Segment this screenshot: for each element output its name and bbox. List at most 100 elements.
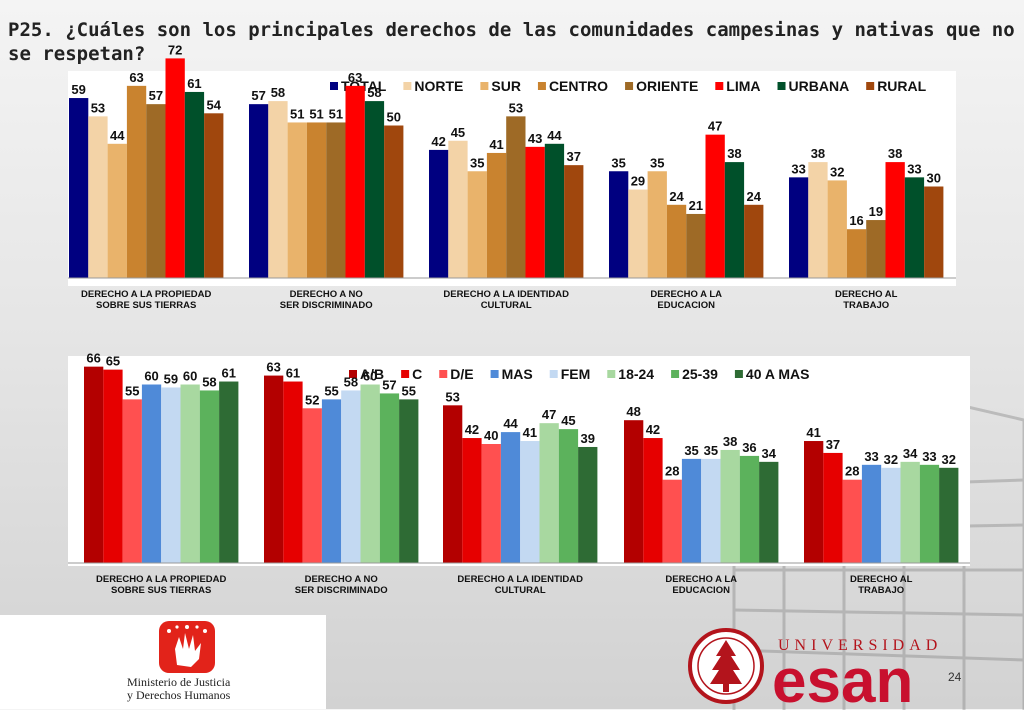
bar-sur-2: [287, 122, 307, 278]
value-label-18-24-5: 34: [903, 446, 918, 461]
bar-mas-4: [681, 458, 702, 563]
value-label-25-39-1: 58: [202, 374, 216, 389]
category-label-1-line-2: SOBRE SUS TIERRAS: [96, 300, 196, 311]
bar-40-a-mas-3: [578, 446, 598, 563]
bar-sur-5: [827, 180, 847, 278]
bar-lima-5: [885, 162, 905, 278]
value-label-a-b-1: 66: [86, 351, 100, 366]
value-label-centro-1: 63: [129, 70, 143, 85]
value-label-norte-3: 45: [451, 125, 465, 140]
legend-label-18-24: 18-24: [618, 366, 654, 382]
value-label-lima-4: 47: [708, 119, 722, 134]
legend-swatch-centro: [537, 82, 546, 90]
value-label-sur-1: 44: [110, 128, 125, 143]
legend-label-oriente: ORIENTE: [636, 78, 698, 94]
bar-centro-2: [306, 122, 327, 278]
value-label-total-2: 57: [251, 88, 265, 103]
category-label-5-line-1: DERECHO AL: [850, 574, 913, 585]
value-label-a-b-3: 53: [445, 389, 459, 404]
university-name: esan: [772, 647, 913, 706]
value-label-mas-4: 35: [684, 443, 698, 458]
legend-label-c: C: [412, 366, 422, 382]
bar-mas-2: [321, 399, 342, 563]
value-label-urbana-3: 44: [547, 128, 562, 143]
value-label-d-e-2: 52: [305, 392, 319, 407]
category-label-2-line-1: DERECHO A NO: [290, 289, 363, 300]
value-label-norte-5: 38: [811, 146, 825, 161]
value-label-25-39-2: 57: [382, 377, 396, 392]
bar-total-3: [429, 149, 449, 278]
legend-label-centro: CENTRO: [549, 78, 608, 94]
value-label-a-b-5: 41: [806, 425, 820, 440]
value-label-40-a-mas-4: 34: [762, 446, 777, 461]
legend-swatch-sur: [480, 82, 489, 90]
bar-c-4: [643, 438, 663, 563]
value-label-fem-4: 35: [704, 443, 718, 458]
value-label-sur-5: 32: [830, 164, 844, 179]
bar-fem-1: [161, 387, 181, 563]
bar-25-39-3: [558, 429, 579, 563]
value-label-oriente-4: 21: [689, 198, 703, 213]
category-label-2-line-1: DERECHO A NO: [305, 574, 378, 585]
ministerio-logo: [159, 621, 215, 673]
value-label-18-24-2: 60: [363, 369, 377, 384]
bar-norte-1: [88, 116, 108, 278]
legend-swatch-c: [401, 370, 410, 378]
bar-25-39-1: [199, 390, 220, 563]
bar-18-24-2: [360, 384, 380, 563]
value-label-sur-3: 35: [470, 155, 484, 170]
legend-swatch-oriente: [625, 82, 634, 90]
value-label-lima-3: 43: [528, 131, 542, 146]
value-label-d-e-3: 40: [484, 428, 498, 443]
bar-lima-2: [345, 85, 365, 278]
category-label-3-line-1: DERECHO A LA IDENTIDAD: [457, 574, 583, 585]
page-title: P25. ¿Cuáles son los principales derecho…: [8, 19, 1015, 65]
legend-label-rural: RURAL: [877, 78, 926, 94]
bar-40-a-mas-2: [399, 399, 419, 563]
legend-label-fem: FEM: [561, 366, 591, 382]
bar-a-b-3: [443, 405, 463, 563]
legend-swatch-norte: [403, 82, 412, 90]
category-label-5-line-2: TRABAJO: [858, 585, 904, 596]
legend-swatch-d-e: [439, 370, 448, 378]
value-label-c-2: 61: [286, 366, 300, 381]
bar-fem-3: [520, 441, 540, 563]
bar-d-e-2: [302, 408, 322, 563]
legend-label-d-e: D/E: [450, 366, 473, 382]
value-label-c-5: 37: [826, 437, 840, 452]
value-label-mas-3: 44: [503, 416, 518, 431]
bar-lima-3: [525, 146, 545, 278]
university-word: UNIVERSIDAD: [778, 637, 942, 654]
category-label-3-line-2: CULTURAL: [495, 585, 546, 596]
category-label-5-line-2: TRABAJO: [843, 300, 889, 311]
bar-25-39-5: [919, 464, 940, 563]
ministerio-name: Ministerio de Justicia y Derechos Humano…: [127, 676, 230, 702]
value-label-sur-4: 35: [650, 155, 664, 170]
legend-label-norte: NORTE: [414, 78, 463, 94]
value-label-norte-1: 53: [91, 100, 105, 115]
legend-swatch-lima: [715, 82, 724, 90]
chart-region: TOTALNORTESURCENTROORIENTELIMAURBANARURA…: [68, 42, 956, 311]
bar-fem-5: [881, 467, 901, 563]
bar-norte-2: [268, 101, 288, 278]
bar-c-1: [103, 369, 123, 563]
legend-label-lima: LIMA: [726, 78, 760, 94]
value-label-total-1: 59: [71, 82, 85, 97]
bar-centro-4: [666, 204, 687, 278]
value-label-40-a-mas-2: 55: [402, 383, 416, 398]
ministerio-line-2: y Derechos Humanos: [127, 688, 231, 702]
legend-swatch-fem: [549, 370, 558, 378]
value-label-d-e-4: 28: [665, 464, 679, 479]
bar-urbana-3: [544, 143, 565, 278]
category-label-1-line-1: DERECHO A LA PROPIEDAD: [96, 574, 227, 585]
bar-norte-3: [448, 140, 468, 278]
value-label-oriente-3: 53: [509, 100, 523, 115]
value-label-fem-2: 58: [344, 374, 358, 389]
page-number: 24: [948, 670, 962, 684]
value-label-norte-4: 29: [631, 174, 645, 189]
bar-c-3: [462, 438, 482, 563]
bar-mas-1: [141, 384, 162, 563]
legend-swatch-total: [330, 82, 338, 90]
bar-mas-5: [861, 464, 882, 563]
value-label-norte-2: 58: [271, 85, 285, 100]
